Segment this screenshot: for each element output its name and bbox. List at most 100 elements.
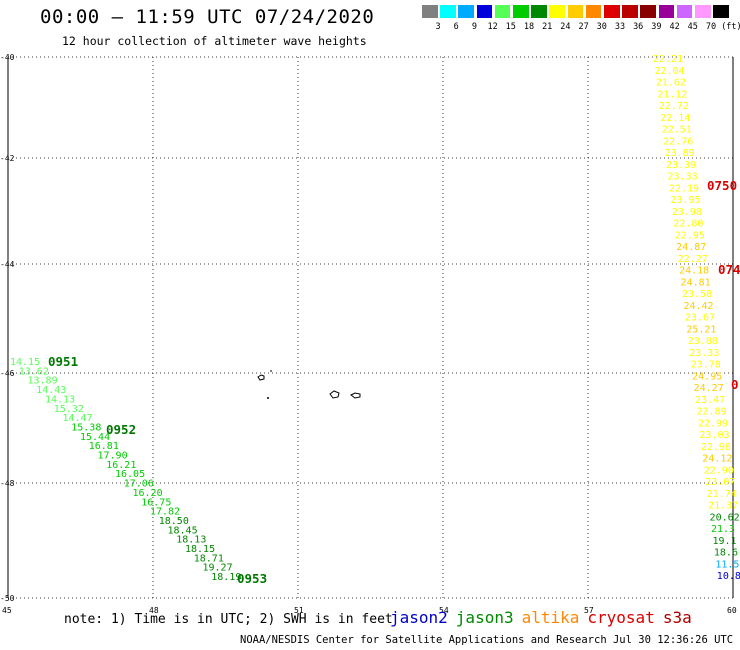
color-scale-label: 27 xyxy=(578,22,589,32)
swh-value: 21.3 xyxy=(711,524,735,535)
pass-time-label: 0750 xyxy=(707,178,737,193)
map-footer: NOAA/NESDIS Center for Satellite Applica… xyxy=(240,634,740,646)
swh-value: 14.15 xyxy=(10,357,40,368)
color-swatch xyxy=(604,5,620,18)
swh-value: 23.98 xyxy=(672,207,702,218)
swh-value: 18.50 xyxy=(159,516,189,527)
island-outline xyxy=(257,374,265,381)
map-note: note: 1) Time is in UTC; 2) SWH is in fe… xyxy=(64,612,393,627)
swh-value: 21.12 xyxy=(657,89,687,100)
swh-value: 23.67 xyxy=(685,313,715,324)
swh-value: 22.76 xyxy=(663,136,693,147)
satellite-legend-item: altika xyxy=(521,608,580,627)
color-scale-label: 42 xyxy=(669,22,680,32)
swh-value: 15.44 xyxy=(80,432,110,443)
swh-value: 18.19 xyxy=(211,572,241,583)
color-scale-label: 70 xyxy=(705,22,717,32)
swh-value: 23.33 xyxy=(689,348,719,359)
swh-value: 17.06 xyxy=(124,479,154,490)
island-outline xyxy=(350,392,361,399)
swh-value: 23.88 xyxy=(688,336,718,347)
swh-value: 16.75 xyxy=(141,497,171,508)
color-swatch xyxy=(513,5,529,18)
map-title: 00:00 – 11:59 UTC 07/24/2020 xyxy=(40,6,375,28)
satellite-legend-item: jason2 xyxy=(390,608,448,627)
swh-value: 22.80 xyxy=(673,219,703,230)
islands xyxy=(257,370,361,399)
swh-value: 24.95 xyxy=(692,371,722,382)
y-tick-label: -44 xyxy=(0,260,15,269)
swh-value: 22.98 xyxy=(701,442,731,453)
color-swatch xyxy=(440,5,456,18)
swh-value: 18.71 xyxy=(194,553,224,564)
island-outline xyxy=(329,390,340,399)
swh-value: 14.43 xyxy=(36,385,66,396)
color-scale-label: 3 xyxy=(435,22,441,32)
color-scale-label: 21 xyxy=(542,22,553,32)
color-swatch xyxy=(676,5,693,18)
swh-value: 22.90 xyxy=(704,465,734,476)
swh-value: 23.03 xyxy=(699,430,729,441)
swh-value: 22.19 xyxy=(669,183,699,194)
swh-value: 18.45 xyxy=(168,525,198,536)
swh-value: 22.21 xyxy=(653,54,683,65)
west-pass-values: 14.1513.6213.8914.4314.1315.3214.4715.38… xyxy=(10,357,241,583)
swh-value: 22.95 xyxy=(675,230,705,241)
swh-value: 18.15 xyxy=(185,544,215,555)
pass-time-label: 0 xyxy=(731,377,739,392)
color-scale-label: 45 xyxy=(687,22,698,32)
swh-value: 23.07 xyxy=(705,477,735,488)
swh-value: 18.6 xyxy=(714,548,738,559)
color-scale-label: 18 xyxy=(523,22,535,32)
swh-value: 14.47 xyxy=(63,413,93,424)
swh-value: 14.13 xyxy=(45,394,75,405)
swh-value: 16.05 xyxy=(115,469,145,480)
color-scale-label: 30 xyxy=(596,22,607,32)
swh-value: 21.62 xyxy=(656,78,686,89)
color-scale-label: (ft) xyxy=(721,22,740,32)
y-tick-label: -50 xyxy=(0,594,15,603)
swh-value: 23.95 xyxy=(670,195,700,206)
color-scale-label: 9 xyxy=(471,22,477,32)
swh-value: 23.78 xyxy=(691,360,721,371)
color-scale-label: 6 xyxy=(453,22,459,32)
map-subtitle: 12 hour collection of altimeter wave hei… xyxy=(62,34,367,48)
color-scale-label: 12 xyxy=(487,22,498,32)
x-tick-label: 45 xyxy=(2,606,12,615)
y-tick-label: -40 xyxy=(0,53,15,62)
swh-value: 13.89 xyxy=(28,376,58,387)
swh-value: 21.37 xyxy=(708,501,738,512)
swh-value: 22.72 xyxy=(659,101,689,112)
axis-ticks: 45 48 51 54 57 60 -40 -42 -44 -46 -48 -50 xyxy=(0,53,737,615)
x-tick-label: 57 xyxy=(584,606,594,615)
color-swatch xyxy=(476,5,493,18)
satellite-legend-item: cryosat xyxy=(587,608,655,627)
color-scale-label: 15 xyxy=(505,22,516,32)
color-swatch xyxy=(585,5,602,18)
satellite-legend-item: jason3 xyxy=(455,608,514,627)
swh-value: 15.32 xyxy=(54,404,84,415)
swh-value: 24.27 xyxy=(694,383,724,394)
swh-value: 16.81 xyxy=(89,441,119,452)
y-tick-label: -46 xyxy=(0,369,15,378)
swh-value: 22.27 xyxy=(678,254,708,265)
swh-value: 13.62 xyxy=(19,366,49,377)
east-pass-values: 22.2122.0421.6221.1222.7222.1422.5122.76… xyxy=(653,54,740,582)
swh-value: 24.87 xyxy=(676,242,706,253)
swh-value: 19.27 xyxy=(203,563,233,574)
swh-value: 10.8 xyxy=(717,571,740,582)
pass-time-labels: 0951 0952 0953 0750 074 0 xyxy=(48,178,740,586)
y-tick-label: -42 xyxy=(0,154,15,163)
y-tick-label: -48 xyxy=(0,479,15,488)
swh-value: 11.5 xyxy=(715,559,739,570)
swh-value: 24.81 xyxy=(681,277,711,288)
pass-time-label: 074 xyxy=(718,262,740,277)
x-tick-label: 51 xyxy=(294,606,304,615)
swh-value: 23.58 xyxy=(682,289,712,300)
pass-time-label: 0953 xyxy=(237,571,267,586)
x-tick-label: 48 xyxy=(149,606,159,615)
color-swatch xyxy=(549,5,566,18)
swh-value: 21.74 xyxy=(707,489,737,500)
